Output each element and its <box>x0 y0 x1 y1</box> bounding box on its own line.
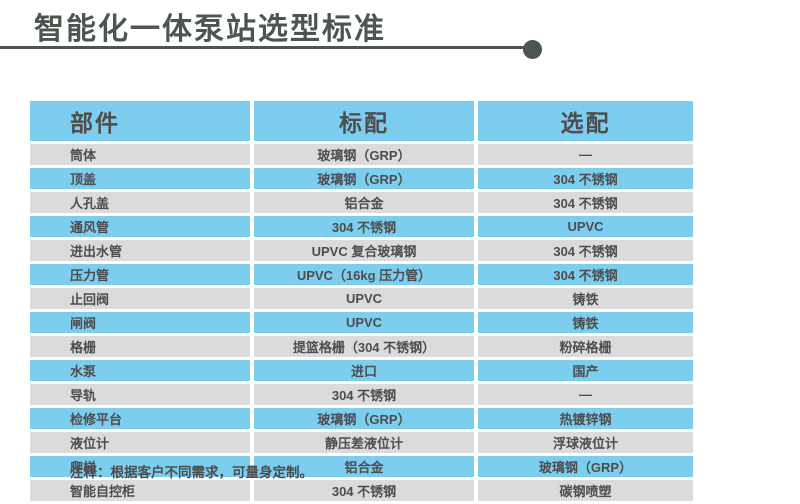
cell-optional: 304 不锈钢 <box>478 192 693 213</box>
cell-optional: 热镀锌钢 <box>478 408 693 429</box>
table-row: 液位计 静压差液位计 浮球液位计 <box>30 432 693 453</box>
cell-optional: 304 不锈钢 <box>478 168 693 189</box>
cell-optional: 浮球液位计 <box>478 432 693 453</box>
cell-standard: 静压差液位计 <box>254 432 474 453</box>
table-row: 闸阀 UPVC 铸铁 <box>30 312 693 333</box>
cell-optional: 铸铁 <box>478 288 693 309</box>
cell-part: 筒体 <box>30 144 250 165</box>
page-title: 智能化一体泵站选型标准 <box>34 13 386 46</box>
cell-standard: UPVC（16kg 压力管） <box>254 264 474 285</box>
footnote: 注释：根据客户不同需求，可量身定制。 <box>70 465 313 480</box>
cell-optional: 304 不锈钢 <box>478 264 693 285</box>
table-row: 检修平台 玻璃钢（GRP） 热镀锌钢 <box>30 408 693 429</box>
cell-part: 检修平台 <box>30 408 250 429</box>
cell-optional: UPVC <box>478 216 693 237</box>
cell-part: 通风管 <box>30 216 250 237</box>
cell-part: 格栅 <box>30 336 250 357</box>
table-row: 止回阀 UPVC 铸铁 <box>30 288 693 309</box>
cell-standard: 304 不锈钢 <box>254 480 474 501</box>
cell-part: 顶盖 <box>30 168 250 189</box>
cell-standard: 提篮格栅（304 不锈钢） <box>254 336 474 357</box>
table-row: 导轨 304 不锈钢 — <box>30 384 693 405</box>
cell-optional: 304 不锈钢 <box>478 240 693 261</box>
cell-optional: 碳钢喷塑 <box>478 480 693 501</box>
cell-optional: 粉碎格栅 <box>478 336 693 357</box>
cell-standard: UPVC 复合玻璃钢 <box>254 240 474 261</box>
spec-table: 部件 标配 选配 筒体 玻璃钢（GRP） — 顶盖 玻璃钢（GRP） 304 不锈钢 人孔盖… <box>26 98 697 504</box>
column-header-optional: 选配 <box>478 101 693 141</box>
cell-optional: 玻璃钢（GRP） <box>478 456 693 477</box>
title-underline-dot-icon <box>523 40 542 59</box>
title-underline <box>0 46 524 49</box>
table-row: 格栅 提篮格栅（304 不锈钢） 粉碎格栅 <box>30 336 693 357</box>
cell-standard: UPVC <box>254 288 474 309</box>
cell-part: 爬梯 <box>30 456 250 477</box>
cell-part: 人孔盖 <box>30 192 250 213</box>
table-row: 爬梯 铝合金 玻璃钢（GRP） <box>30 456 693 477</box>
cell-standard: 304 不锈钢 <box>254 216 474 237</box>
cell-optional: 铸铁 <box>478 312 693 333</box>
table-row: 智能自控柜 304 不锈钢 碳钢喷塑 <box>30 480 693 501</box>
cell-part: 水泵 <box>30 360 250 381</box>
cell-optional: — <box>478 384 693 405</box>
cell-standard: 铝合金 <box>254 456 474 477</box>
cell-part: 智能自控柜 <box>30 480 250 501</box>
cell-part: 压力管 <box>30 264 250 285</box>
table-row: 进出水管 UPVC 复合玻璃钢 304 不锈钢 <box>30 240 693 261</box>
cell-standard: UPVC <box>254 312 474 333</box>
cell-part: 止回阀 <box>30 288 250 309</box>
table-header-row: 部件 标配 选配 <box>30 101 693 141</box>
cell-part: 液位计 <box>30 432 250 453</box>
table-row: 压力管 UPVC（16kg 压力管） 304 不锈钢 <box>30 264 693 285</box>
column-header-standard: 标配 <box>254 101 474 141</box>
cell-standard: 304 不锈钢 <box>254 384 474 405</box>
cell-part: 进出水管 <box>30 240 250 261</box>
table-row: 顶盖 玻璃钢（GRP） 304 不锈钢 <box>30 168 693 189</box>
cell-standard: 铝合金 <box>254 192 474 213</box>
cell-optional: — <box>478 144 693 165</box>
cell-part: 导轨 <box>30 384 250 405</box>
cell-standard: 进口 <box>254 360 474 381</box>
table-row: 人孔盖 铝合金 304 不锈钢 <box>30 192 693 213</box>
cell-part: 闸阀 <box>30 312 250 333</box>
table-row: 水泵 进口 国产 <box>30 360 693 381</box>
cell-standard: 玻璃钢（GRP） <box>254 408 474 429</box>
column-header-part: 部件 <box>30 101 250 141</box>
cell-standard: 玻璃钢（GRP） <box>254 144 474 165</box>
cell-standard: 玻璃钢（GRP） <box>254 168 474 189</box>
cell-optional: 国产 <box>478 360 693 381</box>
table-row: 筒体 玻璃钢（GRP） — <box>30 144 693 165</box>
table-row: 通风管 304 不锈钢 UPVC <box>30 216 693 237</box>
